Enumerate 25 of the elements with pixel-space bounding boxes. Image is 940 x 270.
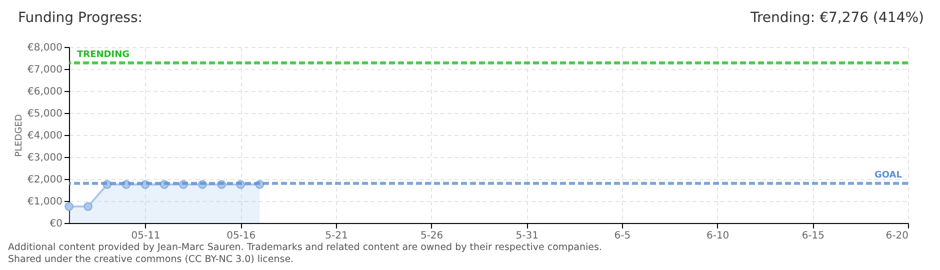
y-tick-label: €8,000 [28,42,62,54]
x-tick-label: 5-26 [420,230,444,242]
x-tick-label: 05-16 [226,230,256,242]
y-tick-label: €7,000 [28,64,62,76]
y-tick-label: €6,000 [28,86,62,98]
chart-title: Funding Progress: [18,10,142,28]
y-tick-label: €4,000 [28,130,62,142]
y-tick-label: €3,000 [28,152,62,164]
x-tick-label: 6-5 [614,230,631,242]
x-tick-label: 05-11 [131,230,160,242]
ref-line-label: TRENDING [77,50,130,60]
x-tick-label: 6-15 [802,230,825,242]
x-tick-label: 5-21 [325,230,348,242]
y-tick-label: €2,000 [28,174,62,186]
text: Additional content provided by Jean-Marc Sauren. Trademarks and related content are owned by their respective companies. [8,242,603,254]
y-tick-label: €1,000 [28,196,62,208]
y-tick-label: €5,000 [28,108,62,120]
y-axis-title: PLEDGED [14,114,25,157]
ref-line-label: GOAL [874,170,902,180]
text: Shared under the creative commons (CC BY-NC 3.0) license. [8,254,295,266]
x-tick-label: 6-10 [706,230,730,242]
y-tick-label: €0 [50,218,62,230]
x-tick-label: 6-20 [886,230,908,242]
chart-subtitle: Trending: €7,276 (414%) [750,10,924,28]
x-tick-label: 5-31 [516,230,538,242]
